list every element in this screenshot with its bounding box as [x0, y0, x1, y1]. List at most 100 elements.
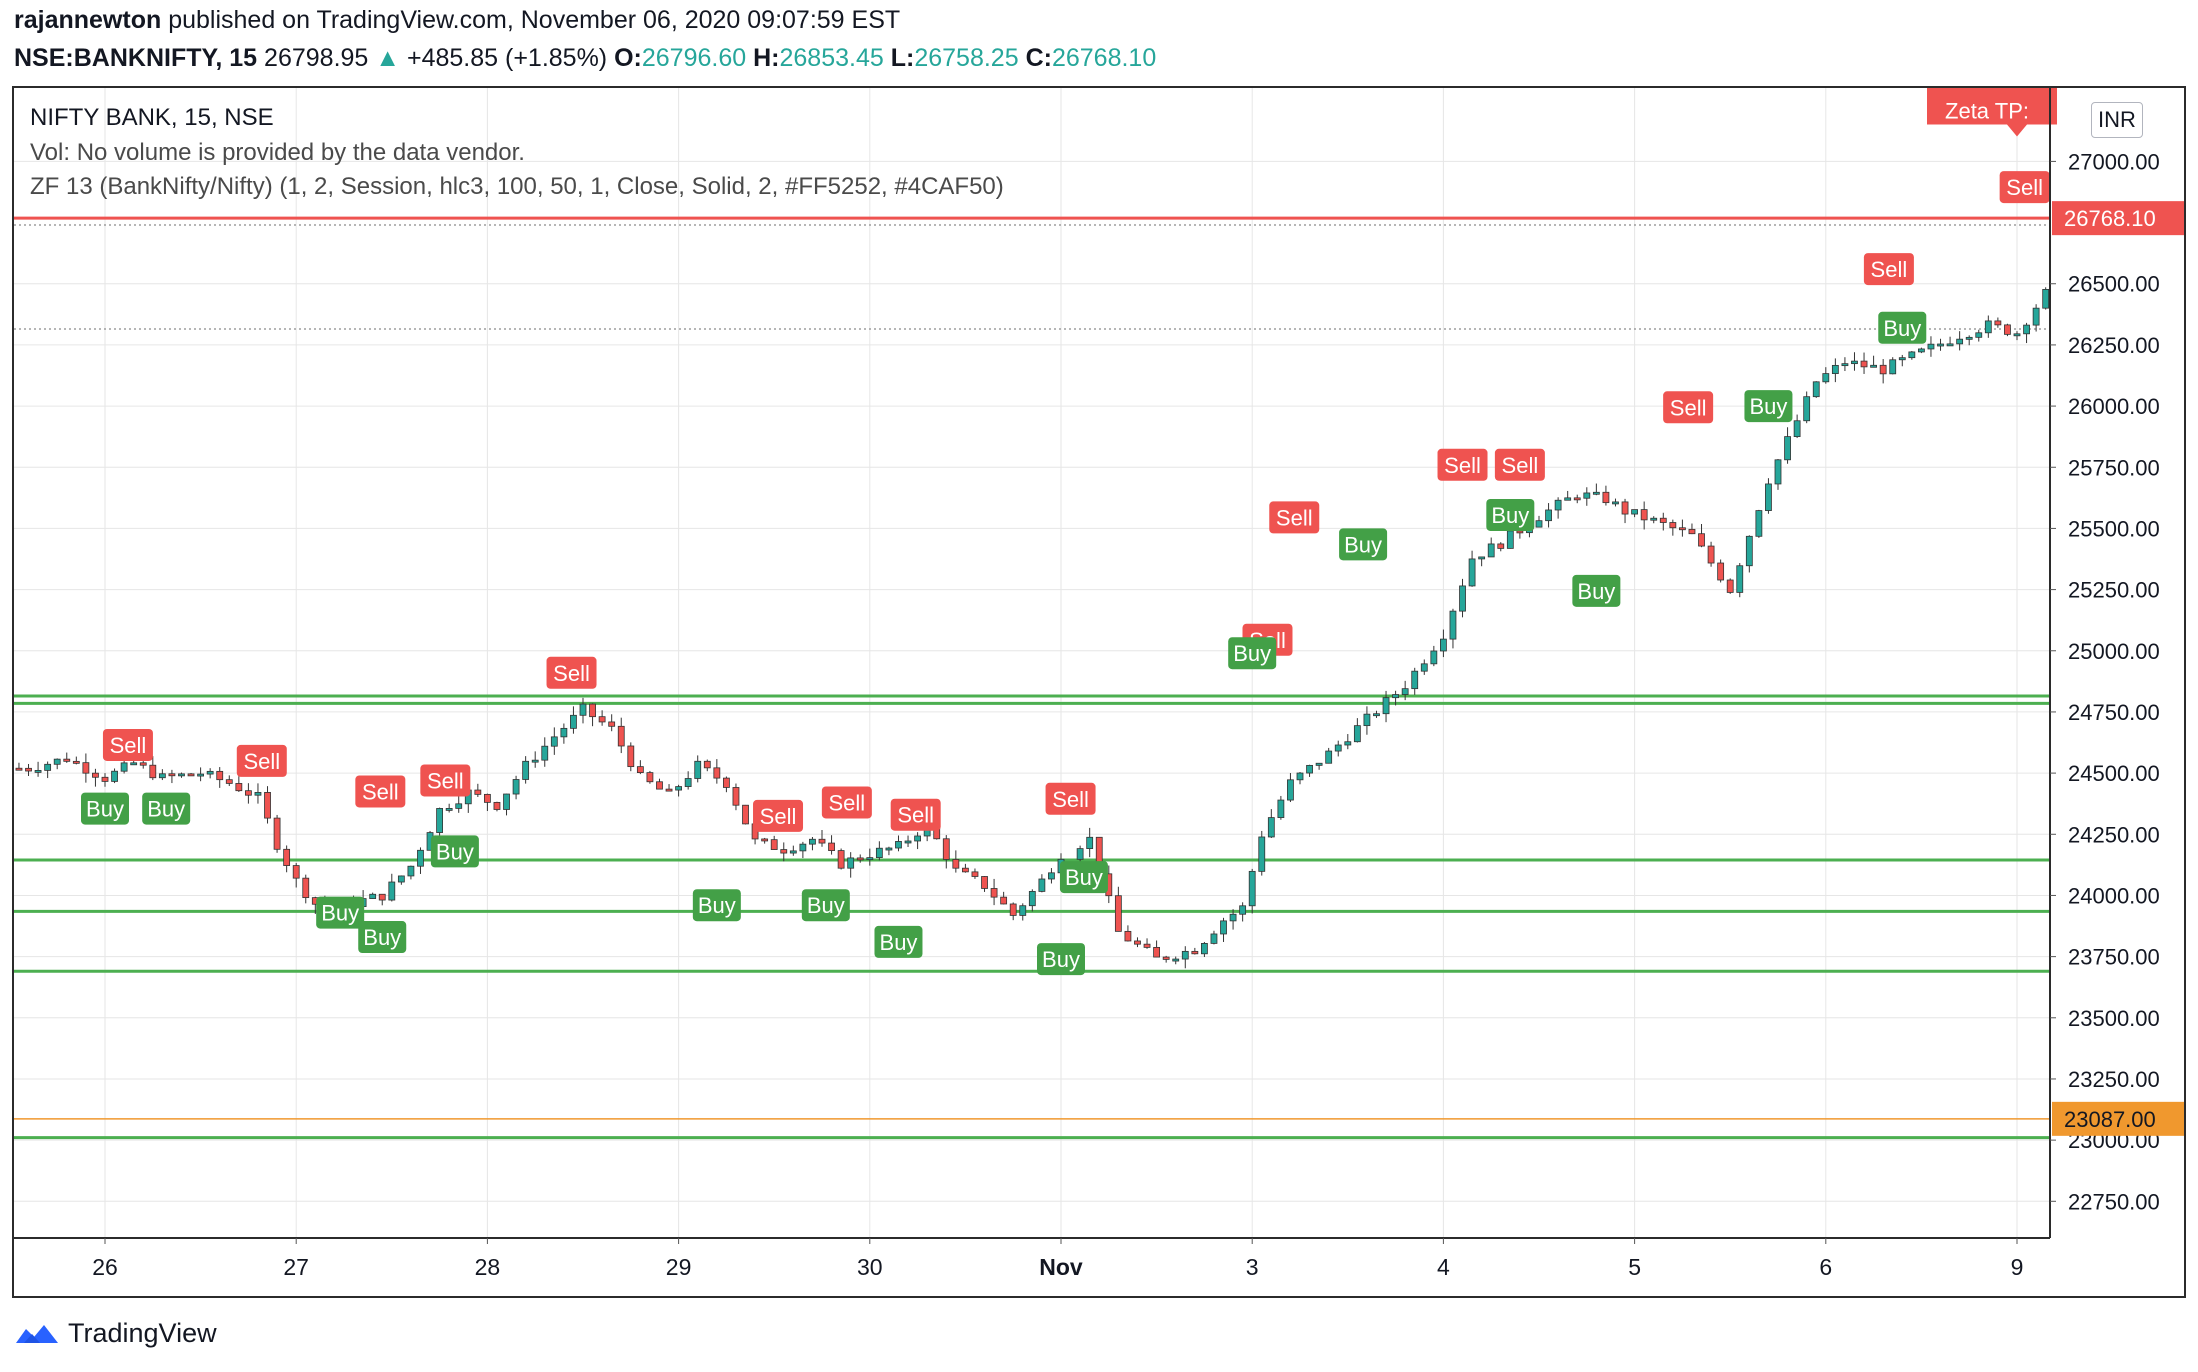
buy-label-box	[1037, 943, 1085, 976]
candle-up	[1984, 320, 1992, 334]
buy-signal: Buy	[1339, 528, 1388, 561]
candle-down	[646, 772, 654, 783]
candle-up	[417, 849, 424, 867]
candle-down	[1879, 364, 1887, 375]
buy-signal: Buy	[316, 896, 365, 929]
candle-down	[264, 792, 271, 819]
buy-label-box	[316, 896, 365, 929]
buy-label-box	[430, 835, 479, 868]
candle-up	[1325, 750, 1333, 764]
candle-up	[1373, 713, 1380, 717]
candle-down	[82, 762, 90, 774]
candle-up	[1612, 501, 1619, 505]
buy-label-text: Buy	[1749, 394, 1787, 419]
open-label: O:	[614, 44, 642, 72]
time-axis-label: 29	[666, 1254, 692, 1280]
candle-up	[675, 786, 682, 791]
candle-up	[1411, 670, 1419, 690]
sell-label-box	[1269, 501, 1320, 534]
price-label-value: 26768.10	[2064, 206, 2156, 231]
candle-up	[1956, 338, 1964, 345]
candle-down	[1009, 903, 1017, 916]
candle-up	[1210, 933, 1218, 944]
candle-down	[856, 857, 864, 861]
candle-down	[1669, 522, 1677, 529]
symbol-label: NSE:BANKNIFTY, 15	[14, 44, 258, 72]
candle-up	[1344, 741, 1352, 746]
currency-button[interactable]: INR	[2091, 102, 2143, 138]
sell-signal: Sell	[1437, 448, 1488, 481]
candle-down	[1679, 527, 1686, 531]
last-price: 26798.95	[264, 44, 369, 72]
candle-up	[1937, 343, 1944, 347]
sell-label-text: Sell	[243, 749, 280, 774]
candle-down	[962, 867, 969, 873]
time-axis-label: 4	[1437, 1254, 1450, 1280]
sell-label-box	[355, 775, 406, 808]
candle-down	[703, 760, 711, 769]
candle-down	[474, 789, 482, 795]
candle-down	[1698, 533, 1705, 547]
candle-down	[1497, 543, 1505, 549]
author-name: rajannewton	[14, 6, 162, 34]
time-axis-label: Nov	[1039, 1254, 1083, 1280]
buy-label-text: Buy	[698, 893, 736, 918]
buy-label-text: Buy	[1065, 865, 1103, 890]
candle-down	[292, 865, 300, 879]
candle-down	[942, 838, 950, 860]
candle-down	[971, 871, 979, 877]
tradingview-logo-icon	[16, 1324, 58, 1343]
sell-signal: Sell	[821, 786, 872, 819]
time-axis-label: 30	[857, 1254, 883, 1280]
candle-down	[2004, 324, 2011, 335]
buy-signal: Buy	[1037, 943, 1085, 976]
buy-label-text: Buy	[880, 930, 918, 955]
candle-up	[2042, 289, 2050, 309]
price-axis-label: 26250.00	[2068, 333, 2160, 358]
candle-up	[570, 714, 577, 729]
sell-label-box	[890, 798, 941, 831]
buy-label-box	[801, 889, 850, 922]
candle-up	[407, 865, 415, 877]
candle-down	[598, 716, 606, 723]
candle-down	[780, 849, 788, 854]
candle-up	[799, 843, 807, 852]
candle-up	[1870, 364, 1877, 368]
close-value: 26768.10	[1051, 44, 1157, 72]
change-value: +485.85 (+1.85%)	[406, 44, 608, 72]
sell-label-text: Sell	[1444, 453, 1481, 478]
candle-up	[1248, 870, 1256, 907]
sell-label-text: Sell	[553, 661, 590, 686]
buy-label-text: Buy	[147, 797, 185, 822]
candle-up	[550, 736, 558, 747]
buy-label-text: Buy	[1577, 579, 1615, 604]
candle-down	[378, 893, 386, 901]
candle-down	[15, 767, 23, 771]
price-axis-label: 27000.00	[2068, 149, 2160, 174]
buy-label-text: Buy	[1883, 316, 1921, 341]
buy-signal: Buy	[358, 921, 407, 954]
price-axis-label: 24250.00	[2068, 822, 2160, 847]
candle-down	[1191, 950, 1199, 955]
candle-up	[1851, 360, 1858, 365]
buy-signal: Buy	[430, 835, 479, 868]
candle-up	[130, 762, 138, 766]
candle-up	[1898, 357, 1906, 361]
sell-label-text: Sell	[897, 803, 934, 828]
candle-down	[149, 764, 157, 779]
candle-up	[1440, 638, 1447, 652]
time-axis-label: 6	[1819, 1254, 1832, 1280]
candle-down	[732, 787, 740, 806]
candle-up	[1755, 510, 1763, 537]
buy-label-box	[692, 889, 741, 922]
sell-label-box	[236, 744, 287, 777]
low-value: 26758.25	[914, 44, 1019, 72]
candle-down	[63, 758, 71, 762]
buy-label-box	[1486, 498, 1535, 531]
footer-brand[interactable]: TradingView	[14, 1318, 217, 1349]
candle-down	[1860, 360, 1868, 368]
candle-up	[53, 758, 61, 765]
candle-up	[120, 762, 128, 772]
candle-up	[895, 841, 902, 849]
